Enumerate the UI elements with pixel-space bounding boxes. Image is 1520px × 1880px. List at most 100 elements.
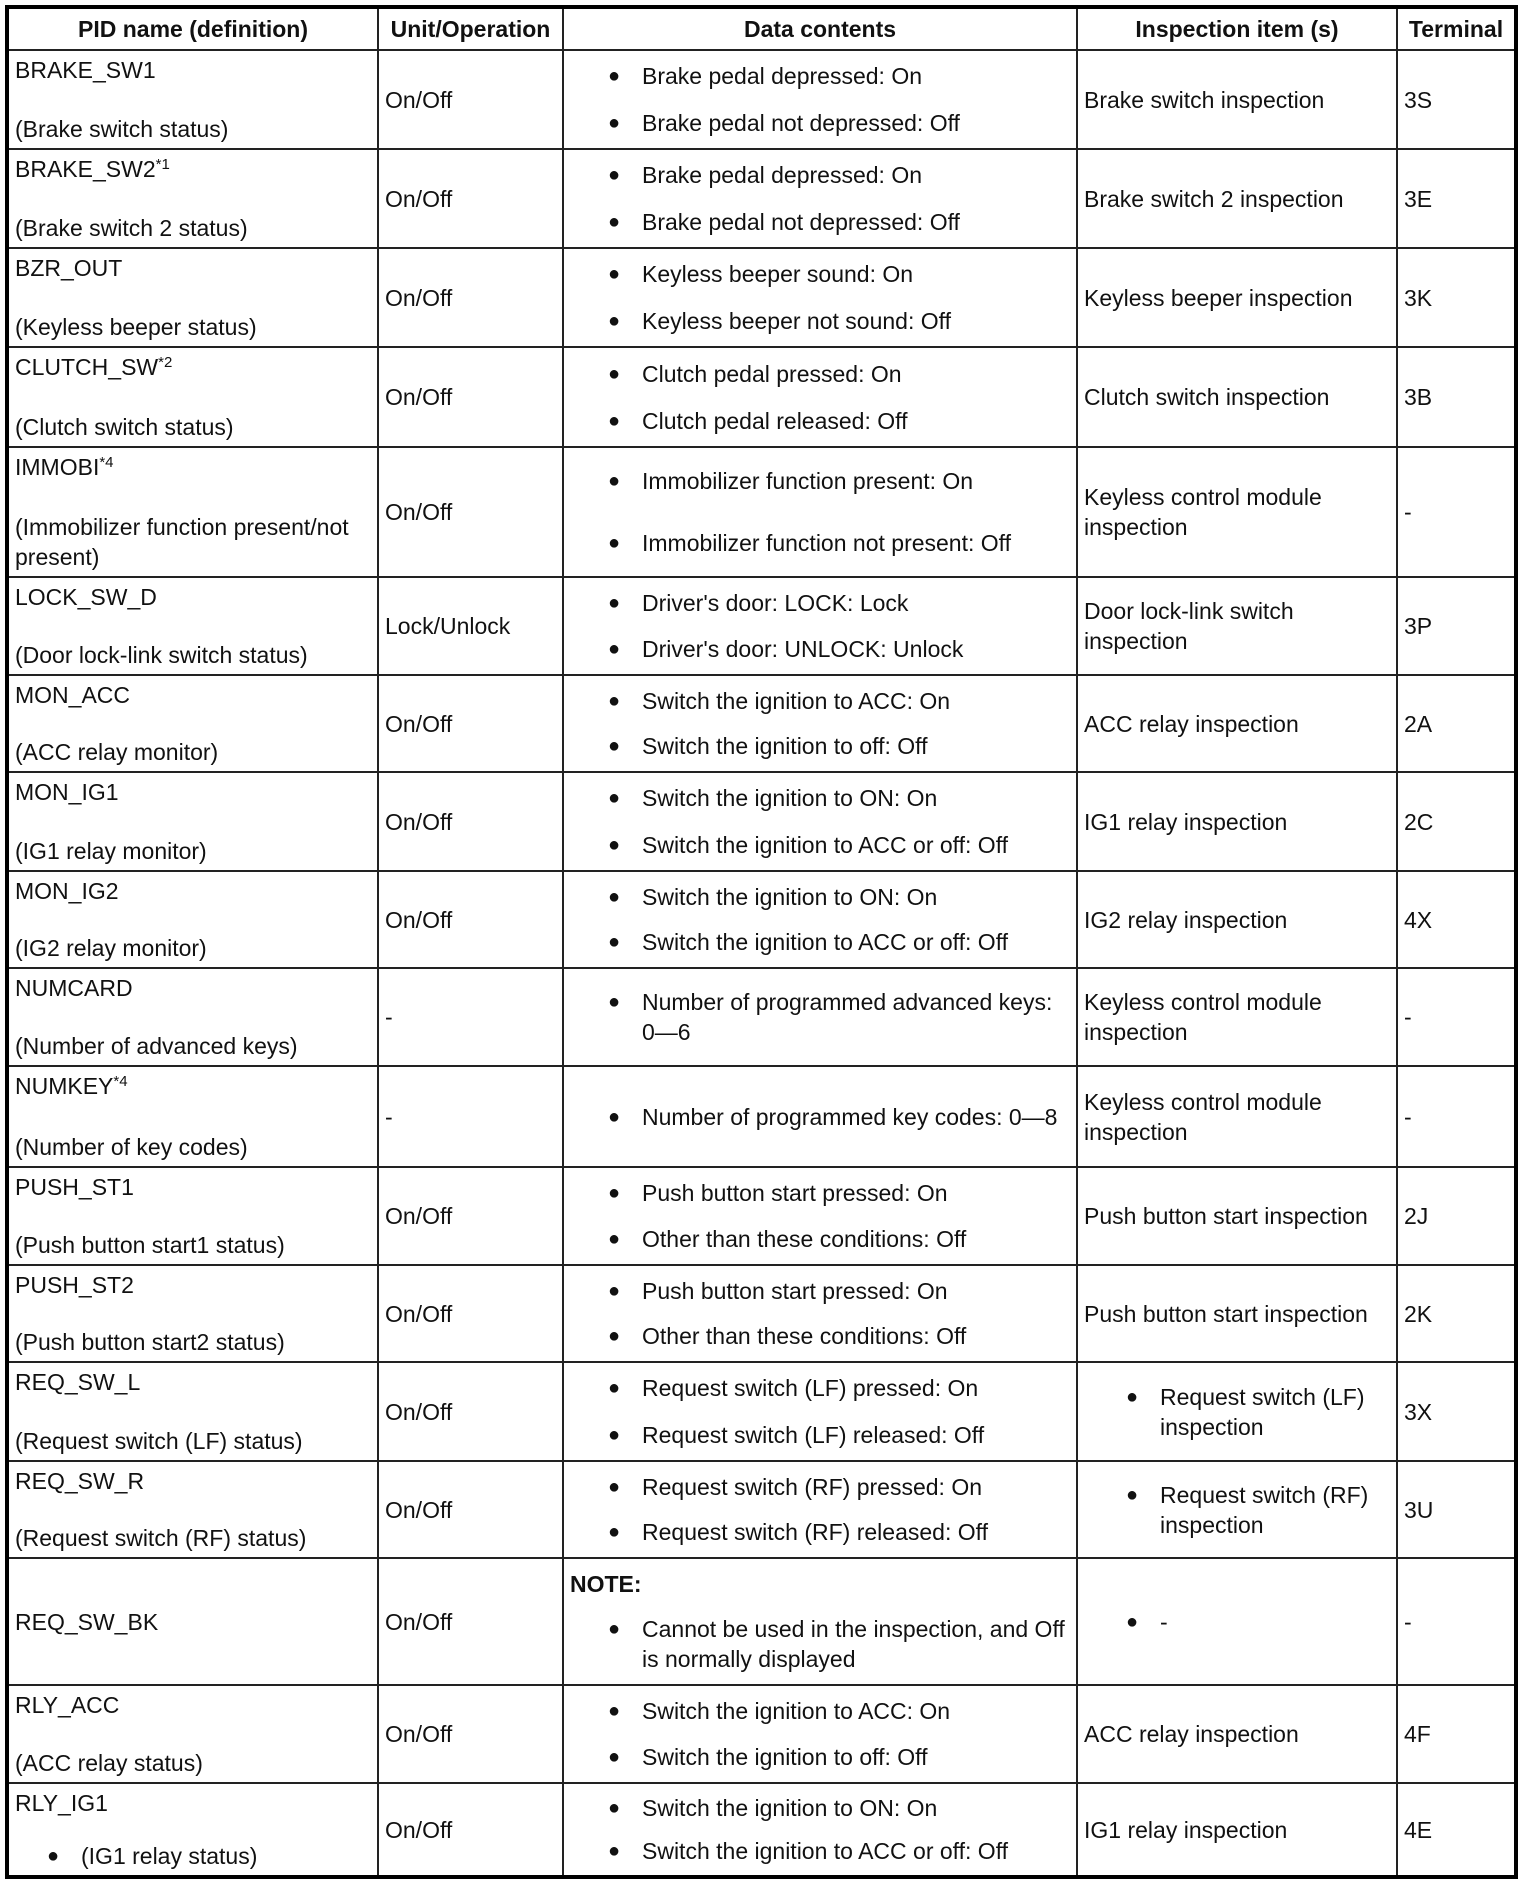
data-contents-cell: ● Switch the ignition to ACC: On ● Switch t… <box>562 1684 1078 1784</box>
pid-name: REQ_SW_R <box>15 1466 371 1496</box>
bullet-text: Request switch (LF) pressed: On <box>642 1375 979 1402</box>
bullet-icon: ● <box>608 592 621 614</box>
inspection-cell: Brake switch inspection <box>1076 49 1398 150</box>
bullet-icon: ● <box>608 1325 621 1348</box>
inspection-cell: Keyless beeper inspection <box>1076 247 1398 348</box>
terminal-cell: 3X <box>1396 1361 1517 1462</box>
table-row: PUSH_ST2 (Push button start2 status) On/Of… <box>6 1264 1517 1363</box>
pid-name: BRAKE_SW2*1 <box>15 154 371 184</box>
bullet-icon: ● <box>608 210 621 233</box>
bullet-icon: ● <box>1126 1483 1139 1506</box>
data-contents-cell: ● Switch the ignition to ON: On ● Switch th… <box>562 771 1078 872</box>
terminal-cell: 2A <box>1396 674 1517 773</box>
data-item: ● Switch the ignition to off: Off <box>570 1742 1070 1772</box>
data-item: ● Request switch (LF) pressed: On <box>570 1373 1070 1403</box>
pid-name-cell: RLY_ACC (ACC relay status) <box>6 1684 379 1784</box>
bullet-icon: ● <box>608 111 621 134</box>
data-item: ● Clutch pedal pressed: On <box>570 359 1070 389</box>
bullet-text: Number of programmed key codes: 0—8 <box>642 1103 1058 1130</box>
pid-definition: (Brake switch 2 status) <box>15 215 248 241</box>
pid-name-cell: MON_IG2 (IG2 relay monitor) <box>6 870 379 969</box>
bullet-text: Switch the ignition to off: Off <box>642 1744 928 1770</box>
pid-definition: (Keyless beeper status) <box>15 314 257 340</box>
bullet-icon: ● <box>608 1377 621 1400</box>
table-row: MON_IG2 (IG2 relay monitor) On/Off ● Switch … <box>6 870 1517 969</box>
pid-name-cell: RLY_IG1 ● (IG1 relay status) <box>6 1782 379 1878</box>
bullet-icon: ● <box>608 1228 621 1250</box>
pid-name: REQ_SW_L <box>15 1367 371 1397</box>
pid-name-cell: REQ_SW_BK <box>6 1557 379 1686</box>
pid-definition: (ACC relay status) <box>15 1750 203 1776</box>
table-row: PUSH_ST1 (Push button start1 status) On/Of… <box>6 1166 1517 1266</box>
data-item: ● Switch the ignition to ON: On <box>570 882 1070 912</box>
bullet-text: Switch the ignition to ACC: On <box>642 1698 951 1724</box>
bullet-icon: ● <box>608 1475 621 1498</box>
terminal-cell: 3K <box>1396 247 1517 348</box>
inspection-cell: Brake switch 2 inspection <box>1076 148 1398 249</box>
pid-name-cell: PUSH_ST2 (Push button start2 status) <box>6 1264 379 1363</box>
bullet-icon: ● <box>1126 1385 1139 1408</box>
footnote-mark: *2 <box>158 354 173 371</box>
bullet-icon: ● <box>608 1521 621 1544</box>
unit-cell: On/Off <box>377 1460 564 1559</box>
data-contents-cell: ● Immobilizer function present: On ● Immobi… <box>562 446 1078 578</box>
pid-name-text: BRAKE_SW1 <box>15 57 156 83</box>
inspection-cell: Door lock-link switch inspection <box>1076 576 1398 676</box>
bullet-text: (IG1 relay status) <box>81 1843 258 1869</box>
header-data-contents: Data contents <box>562 6 1078 51</box>
bullet-text: Switch the ignition to off: Off <box>642 733 928 760</box>
data-contents-cell: ● Driver's door: LOCK: Lock ● Driver's door… <box>562 576 1078 676</box>
pid-definition: (IG2 relay monitor) <box>15 935 207 961</box>
pid-name-cell: LOCK_SW_D (Door lock-link switch status) <box>6 576 379 676</box>
pid-name: BRAKE_SW1 <box>15 55 371 85</box>
data-item: ● Other than these conditions: Off <box>570 1224 1070 1254</box>
bullet-text: Request switch (LF) released: Off <box>642 1421 985 1448</box>
terminal-cell: - <box>1396 967 1517 1067</box>
bullet-icon: ● <box>608 164 621 187</box>
bullet-icon: ● <box>608 1840 621 1863</box>
pid-name: BZR_OUT <box>15 253 371 283</box>
bullet-text: - <box>1160 1608 1168 1635</box>
bullet-icon: ● <box>608 65 621 88</box>
data-item: ● Request switch (LF) released: Off <box>570 1420 1070 1450</box>
pid-name: IMMOBI*4 <box>15 452 371 482</box>
unit-cell: Lock/Unlock <box>377 576 564 676</box>
pid-name-text: MON_ACC <box>15 682 131 708</box>
data-contents-cell: ● Switch the ignition to ON: On ● Switch th… <box>562 1782 1078 1878</box>
terminal-cell: - <box>1396 1557 1517 1686</box>
terminal-cell: 3S <box>1396 49 1517 150</box>
pid-name: MON_ACC <box>15 680 371 710</box>
bullet-text: Request switch (RF) released: Off <box>642 1519 988 1546</box>
data-item: ● Switch the ignition to ACC: On <box>570 686 1070 716</box>
data-contents-cell: ● Number of programmed key codes: 0—8 <box>562 1065 1078 1168</box>
bullet-icon: ● <box>608 885 621 908</box>
pid-name-cell: NUMCARD (Number of advanced keys) <box>6 967 379 1067</box>
inspection-cell: Keyless control module inspection <box>1076 967 1398 1067</box>
bullet-icon: ● <box>608 1279 621 1302</box>
unit-cell: On/Off <box>377 1684 564 1784</box>
bullet-text: Brake pedal depressed: On <box>642 162 923 189</box>
unit-cell: On/Off <box>377 247 564 348</box>
bullet-text: Keyless beeper not sound: Off <box>642 307 951 334</box>
bullet-text: Switch the ignition to ON: On <box>642 1794 938 1821</box>
inspection-cell: ACC relay inspection <box>1076 1684 1398 1784</box>
table-row: REQ_SW_BK On/Off NOTE: ● Cannot be used in t… <box>6 1557 1517 1686</box>
data-item: ● Push button start pressed: On <box>570 1276 1070 1306</box>
pid-definition: (Request switch (LF) status) <box>15 1428 303 1454</box>
terminal-cell: 3P <box>1396 576 1517 676</box>
bullet-icon: ● <box>608 532 621 554</box>
pid-name-cell: REQ_SW_R (Request switch (RF) status) <box>6 1460 379 1559</box>
pid-name: PUSH_ST2 <box>15 1270 371 1300</box>
data-item: ● Driver's door: LOCK: Lock <box>570 588 1070 618</box>
pid-name: LOCK_SW_D <box>15 582 371 612</box>
data-item: ● Number of programmed advanced keys: 0—6 <box>570 987 1070 1047</box>
bullet-text: Driver's door: UNLOCK: Unlock <box>642 636 964 662</box>
data-contents-cell: ● Brake pedal depressed: On ● Brake pedal n… <box>562 148 1078 249</box>
pid-name-cell: REQ_SW_L (Request switch (LF) status) <box>6 1361 379 1462</box>
header-row: PID name (definition) Unit/Operation Dat… <box>6 6 1517 51</box>
bullet-icon: ● <box>608 833 621 856</box>
table-row: NUMCARD (Number of advanced keys) - ● Number… <box>6 967 1517 1067</box>
table-row: IMMOBI*4 (Immobilizer function present/no… <box>6 446 1517 578</box>
pid-name-cell: MON_ACC (ACC relay monitor) <box>6 674 379 773</box>
bullet-icon: ● <box>608 931 621 954</box>
